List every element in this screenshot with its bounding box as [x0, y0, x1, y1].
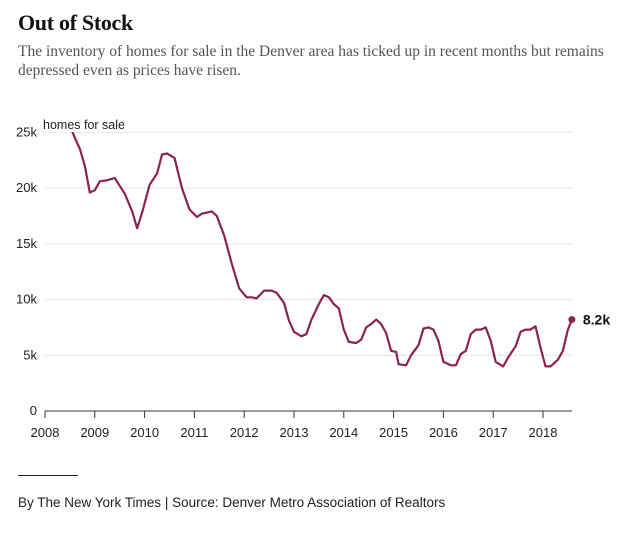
y-tick-label: 25k	[16, 124, 37, 139]
y-tick-label: 0	[30, 403, 37, 418]
end-point-marker	[568, 316, 576, 324]
x-tick-label: 2018	[529, 425, 558, 440]
x-tick-label: 2012	[230, 425, 259, 440]
y-tick-label: 5k	[23, 347, 37, 362]
x-tick-label: 2011	[180, 425, 208, 440]
chart-title: Out of Stock	[18, 10, 133, 35]
line-chart: 0 5k 10k 15k 20k 25k 2008 2009 2010 2011 2012 2013 2…	[16, 117, 610, 440]
x-tick-label: 2009	[80, 425, 109, 440]
y-tick-label: 15k	[16, 236, 37, 251]
end-value-label: 8.2k	[583, 312, 610, 328]
footer-rule	[18, 475, 78, 476]
source-credit: By The New York Times | Source: Denver M…	[18, 495, 446, 510]
series-label-background	[42, 117, 128, 132]
x-tick-label: 2010	[130, 425, 159, 440]
x-tick-label: 2015	[379, 425, 408, 440]
y-tick-label: 10k	[16, 292, 37, 307]
x-tick-label: 2014	[329, 425, 358, 440]
x-tick-label: 2013	[280, 425, 309, 440]
x-tick-label: 2017	[479, 425, 508, 440]
y-tick-label: 20k	[16, 180, 37, 195]
series-label: homes for sale	[43, 118, 125, 132]
x-tick-label: 2008	[31, 425, 60, 440]
x-tick-label: 2016	[429, 425, 458, 440]
chart-subtitle: The inventory of homes for sale in the D…	[18, 43, 604, 79]
series-line	[53, 117, 573, 368]
